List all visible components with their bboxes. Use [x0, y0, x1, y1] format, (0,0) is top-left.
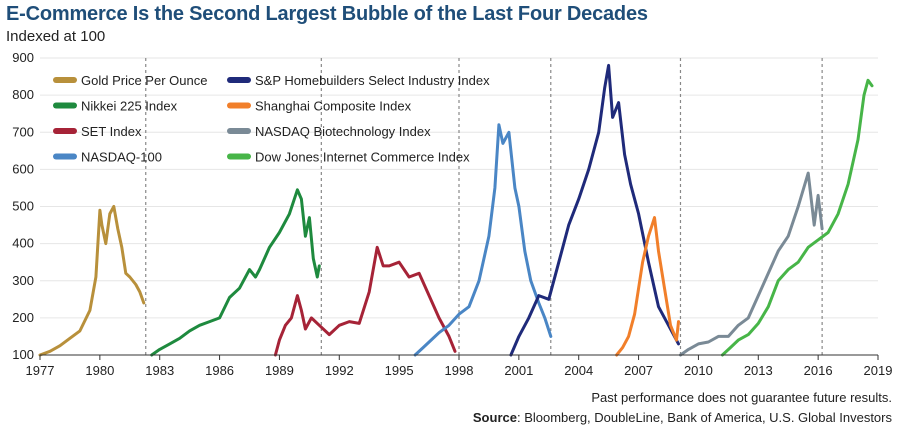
series-line: [615, 216, 680, 357]
legend-label: Dow Jones Internet Commerce Index: [255, 150, 470, 165]
series-line: [720, 78, 874, 357]
chart-subtitle: Indexed at 100: [6, 28, 106, 45]
x-tick-label: 2013: [744, 363, 773, 378]
x-tick-label: 2004: [564, 363, 593, 378]
series-line: [509, 63, 680, 357]
series-line: [38, 205, 146, 357]
y-tick-label: 700: [12, 124, 34, 139]
bubble-separators: [145, 58, 823, 355]
x-tick-label: 1989: [265, 363, 294, 378]
x-tick-label: 1998: [445, 363, 474, 378]
x-tick-label: 1980: [85, 363, 114, 378]
legend-label: Nikkei 225 Index: [81, 99, 178, 114]
legend: Gold Price Per Ounce Nikkei 225 Index SET …: [53, 73, 490, 165]
y-tick-label: 900: [12, 50, 34, 65]
series-lines: [38, 63, 874, 357]
x-tick-label: 2010: [684, 363, 713, 378]
y-tick-label: 400: [12, 236, 34, 251]
series-line: [273, 245, 457, 357]
series-line: [413, 123, 553, 357]
source-note: Source: Bloomberg, DoubleLine, Bank of A…: [473, 410, 892, 425]
y-tick-label: 800: [12, 87, 34, 102]
x-tick-label: 1995: [385, 363, 414, 378]
source-text: : Bloomberg, DoubleLine, Bank of America…: [516, 410, 892, 425]
x-tick-label: 1986: [205, 363, 234, 378]
y-tick-label: 200: [12, 310, 34, 325]
x-tick-label: 1983: [145, 363, 174, 378]
legend-label: S&P Homebuilders Select Industry Index: [255, 73, 490, 88]
x-tick-label: 2007: [624, 363, 653, 378]
axes: 100 200 300 400 500 600 700 800 900 1977 1980 1983 1…: [12, 50, 892, 378]
legend-label: SET Index: [81, 124, 142, 139]
x-tick-label: 2001: [504, 363, 533, 378]
disclaimer-note: Past performance does not guarantee futu…: [591, 390, 892, 405]
series-line: [150, 188, 321, 357]
source-label: Source: [472, 410, 517, 425]
x-tick-label: 2016: [804, 363, 833, 378]
legend-label: Gold Price Per Ounce: [81, 73, 207, 88]
x-tick-label: 2019: [864, 363, 893, 378]
y-tick-label: 500: [12, 199, 34, 214]
y-tick-label: 100: [12, 347, 34, 362]
y-tick-label: 600: [12, 161, 34, 176]
legend-label: NASDAQ-100: [81, 150, 162, 165]
legend-label: NASDAQ Biotechnology Index: [255, 124, 431, 139]
x-tick-label: 1977: [26, 363, 55, 378]
chart-title: E-Commerce Is the Second Largest Bubble …: [6, 3, 648, 25]
chart-area: 100 200 300 400 500 600 700 800 900 1977 1980 1983 1…: [12, 50, 892, 378]
legend-label: Shanghai Composite Index: [255, 99, 412, 114]
x-tick-label: 1992: [325, 363, 354, 378]
y-tick-label: 300: [12, 273, 34, 288]
series-line: [679, 171, 824, 357]
